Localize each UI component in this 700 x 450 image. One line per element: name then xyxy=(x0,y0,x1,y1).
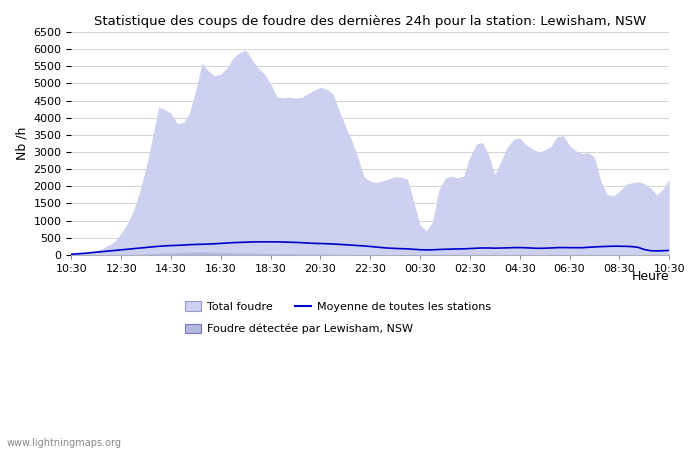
Y-axis label: Nb /h: Nb /h xyxy=(15,127,28,160)
Text: Heure: Heure xyxy=(631,270,669,284)
Title: Statistique des coups de foudre des dernières 24h pour la station: Lewisham, NSW: Statistique des coups de foudre des dern… xyxy=(94,15,646,28)
Legend: Foudre détectée par Lewisham, NSW: Foudre détectée par Lewisham, NSW xyxy=(185,324,413,334)
Text: www.lightningmaps.org: www.lightningmaps.org xyxy=(7,438,122,448)
